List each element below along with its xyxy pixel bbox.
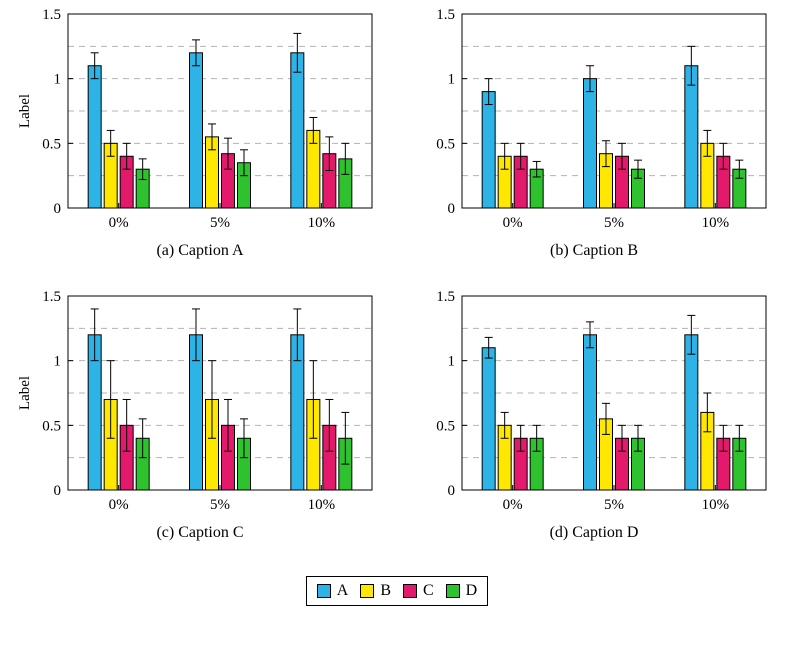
x-tick-label: 10% <box>702 497 730 513</box>
x-tick-label: 0% <box>109 497 129 513</box>
bar <box>87 65 102 209</box>
x-tick-label: 5% <box>604 497 624 513</box>
y-tick-label: 0 <box>54 201 62 217</box>
bar-chart: 0 0.5 1 1.5 0% 5% 10% Label <box>17 289 373 513</box>
bar <box>481 347 496 491</box>
bar <box>684 65 699 209</box>
series-D <box>529 159 747 209</box>
legend-swatch-A <box>316 584 331 598</box>
x-tick-label: 10% <box>308 497 336 513</box>
series-B <box>103 360 321 491</box>
legend-item-B: B <box>360 582 391 600</box>
x-tick-label: 0% <box>503 497 523 513</box>
y-tick-label: 0 <box>448 483 456 499</box>
legend-swatch-C <box>403 584 417 598</box>
y-tick-label: 1.5 <box>42 7 61 23</box>
y-tick-label: 1 <box>54 72 62 88</box>
bar <box>583 78 597 209</box>
x-tick-label: 0% <box>109 215 129 231</box>
series-A <box>481 314 699 491</box>
x-tick-label: 5% <box>604 215 624 231</box>
y-tick-label: 0.5 <box>42 418 61 434</box>
legend-item-C: C <box>403 582 434 600</box>
y-axis-label: Label <box>17 94 33 128</box>
y-tick-label: 1 <box>54 354 62 370</box>
legend-swatch-B <box>360 584 375 598</box>
series-C <box>513 424 731 491</box>
y-tick-label: 1 <box>448 72 456 88</box>
subplot-d: 0 0.5 1 1.5 0% 5% 10% (d) Caption D <box>397 286 791 568</box>
legend-item-A: A <box>316 582 349 600</box>
legend-swatch-D <box>445 584 460 598</box>
series-A <box>87 308 305 491</box>
x-tick-label: 0% <box>503 215 523 231</box>
bar <box>189 52 203 209</box>
bar-chart: 0 0.5 1 1.5 0% 5% 10% Label <box>17 7 373 231</box>
series-C <box>119 136 337 209</box>
bar <box>583 334 597 491</box>
bar-chart: 0 0.5 1 1.5 0% 5% 10% <box>436 7 767 231</box>
bar <box>290 52 305 209</box>
x-tick-label: 10% <box>702 215 730 231</box>
subplot-a: 0 0.5 1 1.5 0% 5% 10% Label (a) Caption A <box>3 4 397 286</box>
y-tick-label: 1 <box>448 354 456 370</box>
series-C <box>513 142 731 209</box>
x-tick-label: 10% <box>308 215 336 231</box>
legend: A B C D <box>305 576 489 606</box>
series-A <box>87 32 305 209</box>
series-B <box>497 129 715 209</box>
bar-chart: 0 0.5 1 1.5 0% 5% 10% <box>436 289 767 513</box>
chart-a: 0 0.5 1 1.5 0% 5% 10% Label <box>16 4 384 238</box>
chart-b: 0 0.5 1 1.5 0% 5% 10% <box>410 4 778 238</box>
legend-label: D <box>465 582 478 599</box>
series-D <box>135 142 353 209</box>
chart-d: 0 0.5 1 1.5 0% 5% 10% <box>410 286 778 520</box>
subplot-grid: 0 0.5 1 1.5 0% 5% 10% Label (a) Caption A 0 0.5 1… <box>3 4 791 568</box>
x-tick-label: 5% <box>210 497 230 513</box>
legend-label: B <box>380 582 391 599</box>
series-B <box>103 116 321 209</box>
figure: 0 0.5 1 1.5 0% 5% 10% Label (a) Caption A 0 0.5 1… <box>3 4 791 606</box>
chart-c: 0 0.5 1 1.5 0% 5% 10% Label <box>16 286 384 520</box>
caption-b: (b) Caption B <box>550 242 638 259</box>
y-tick-label: 0.5 <box>436 418 455 434</box>
legend-label: A <box>336 582 349 599</box>
legend-label: C <box>423 582 434 599</box>
caption-c: (c) Caption C <box>156 524 244 541</box>
y-tick-label: 0 <box>54 483 62 499</box>
y-axis-label: Label <box>17 376 33 410</box>
legend-item-D: D <box>445 582 478 600</box>
y-tick-label: 0.5 <box>436 136 455 152</box>
bar <box>481 91 496 209</box>
y-tick-label: 1.5 <box>42 289 61 305</box>
caption-d: (d) Caption D <box>549 524 639 541</box>
series-B <box>497 392 715 491</box>
subplot-b: 0 0.5 1 1.5 0% 5% 10% (b) Caption B <box>397 4 791 286</box>
series-C <box>119 398 337 491</box>
bar <box>684 334 699 491</box>
series-A <box>481 45 699 209</box>
series-D <box>135 411 353 491</box>
subplot-c: 0 0.5 1 1.5 0% 5% 10% Label (c) Caption C <box>3 286 397 568</box>
x-tick-label: 5% <box>210 215 230 231</box>
caption-a: (a) Caption A <box>156 242 244 259</box>
y-tick-label: 1.5 <box>436 7 455 23</box>
y-tick-label: 0 <box>448 201 456 217</box>
y-tick-label: 1.5 <box>436 289 455 305</box>
y-tick-label: 0.5 <box>42 136 61 152</box>
